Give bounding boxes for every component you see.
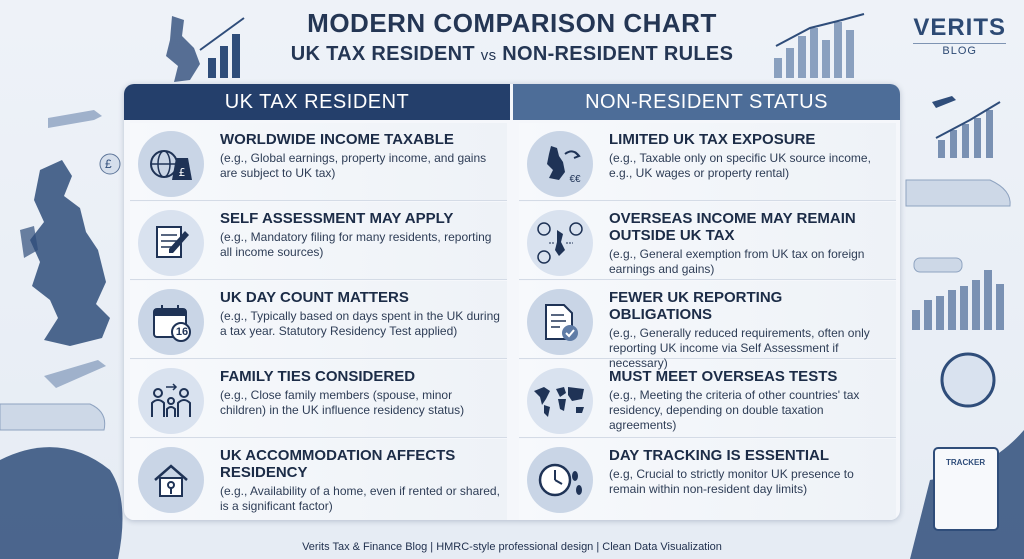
svg-text:£: £ [179,166,186,179]
row-desc: (e.g., Generally reduced requirements, o… [609,326,870,370]
house-key-icon [138,447,204,513]
subtitle-vs: vs [480,47,497,64]
row-title: Must Meet Overseas Tests [609,368,838,385]
list-item: Must Meet Overseas Tests (e.g., Meeting … [519,360,896,438]
row-title: Fewer UK Reporting Obligations [609,289,783,323]
uk-map-arrow-icon: €€ [527,131,593,197]
globe-money-icon: £ [138,131,204,197]
row-title: UK Day Count Matters [220,289,409,306]
subtitle-left: UK Tax Resident [290,43,475,65]
row-desc: (e.g., Close family members (spouse, min… [220,388,465,417]
row-title: Family Ties Considered [220,368,416,385]
comparison-panel: UK Tax Resident Non-Resident Status £ Wo… [124,84,900,520]
row-desc: (e.g., Typically based on days spent in … [220,309,500,338]
row-title: UK Accommodation Affects Residency [220,447,456,481]
row-desc: (e.g., Global earnings, property income,… [220,151,487,180]
list-item: 16 UK Day Count Matters (e.g., Typically… [130,281,507,359]
list-item: €€ Limited UK Tax Exposure (e.g., Taxabl… [519,123,896,201]
calendar-day: 16 [175,326,189,338]
footer-credit: Verits Tax & Finance Blog | HMRC-style p… [302,541,722,553]
right-column-header: Non-Resident Status [513,84,900,120]
header: Modern Comparison Chart UK Tax Resident … [0,8,1024,66]
row-title: Overseas Income May Remain Outside UK Ta… [609,210,856,244]
row-desc: (e.g., Meeting the criteria of other cou… [609,388,860,432]
right-column: €€ Limited UK Tax Exposure (e.g., Taxabl… [519,123,896,520]
row-desc: (e.g., General exemption from UK tax on … [609,247,865,276]
row-title: Self Assessment May Apply [220,210,454,227]
brand-logo: VERITS BLOG [913,14,1006,57]
row-desc: (e.g., Mandatory filing for many residen… [220,230,492,259]
world-map-icon [527,368,593,434]
pound-coin-symbol: £ [105,157,112,171]
brand-name: VERITS [913,14,1006,41]
list-item: £ Worldwide Income Taxable (e.g., Global… [130,123,507,201]
list-item: Fewer UK Reporting Obligations (e.g., Ge… [519,281,896,370]
list-item: Overseas Income May Remain Outside UK Ta… [519,202,896,280]
currency-flow-icon [527,210,593,276]
row-title: Worldwide Income Taxable [220,131,454,148]
calendar-icon: 16 [138,289,204,355]
list-item: UK Accommodation Affects Residency (e.g.… [130,439,507,520]
clock-footsteps-icon [527,447,593,513]
document-check-icon [527,289,593,355]
list-item: Family Ties Considered (e.g., Close fami… [130,360,507,438]
row-title: Day Tracking Is Essential [609,447,830,464]
row-desc: (e.g, Crucial to strictly monitor UK pre… [609,467,854,496]
page-title: Modern Comparison Chart [307,8,717,38]
left-column-header: UK Tax Resident [124,84,510,120]
list-item: Day Tracking Is Essential (e.g, Crucial … [519,439,896,520]
subtitle-right: Non-Resident Rules [502,43,734,65]
tracker-label: TRACKER [946,458,986,467]
brand-sub: BLOG [913,43,1006,57]
left-column: £ Worldwide Income Taxable (e.g., Global… [130,123,507,520]
row-desc: (e.g., Availability of a home, even if r… [220,484,500,513]
form-pen-icon [138,210,204,276]
list-item: Self Assessment May Apply (e.g., Mandato… [130,202,507,280]
euro-symbols: €€ [569,173,581,185]
page-subtitle: UK Tax Resident vs Non-Resident Rules [0,43,1024,66]
family-icon [138,368,204,434]
row-title: Limited UK Tax Exposure [609,131,816,148]
row-desc: (e.g., Taxable only on specific UK sourc… [609,151,871,180]
